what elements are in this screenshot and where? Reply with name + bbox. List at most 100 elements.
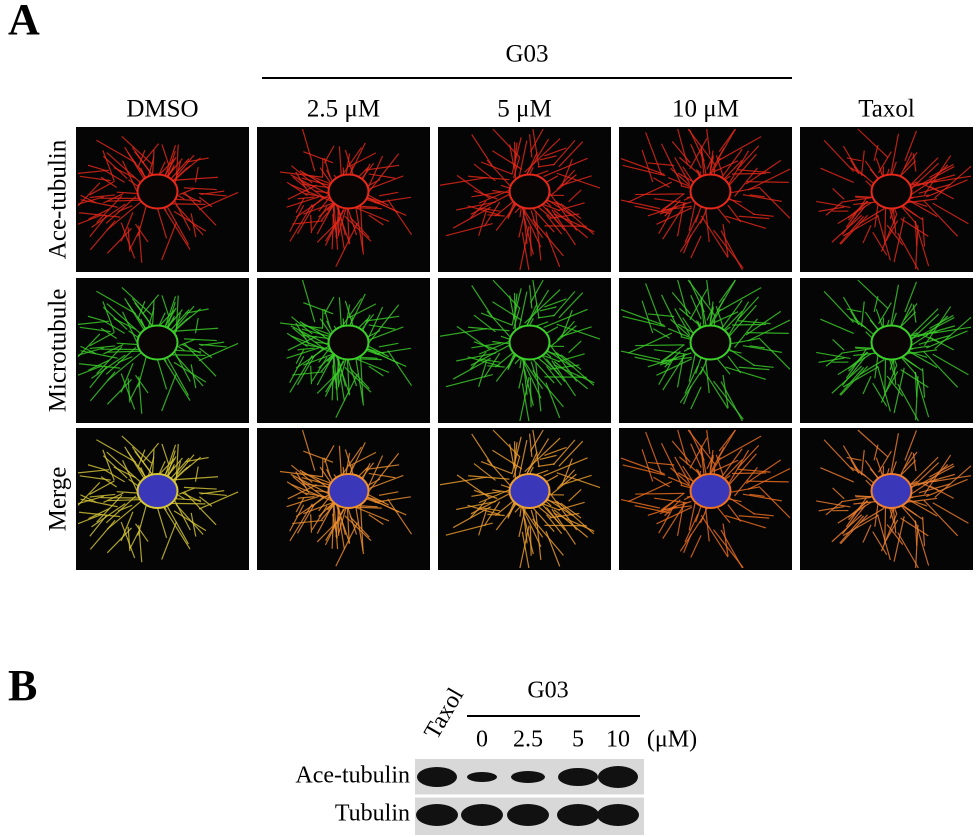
- fiber: [662, 203, 686, 240]
- fiber: [325, 360, 345, 393]
- fiber: [378, 191, 399, 197]
- fiber: [658, 357, 675, 385]
- fiber: [359, 202, 364, 252]
- fiber: [129, 231, 140, 250]
- fiber: [100, 327, 117, 339]
- fiber: [519, 501, 542, 547]
- fiber: [737, 145, 760, 170]
- fiber: [746, 480, 789, 483]
- fiber: [286, 347, 320, 359]
- nucleus: [136, 473, 179, 509]
- fiber: [880, 364, 898, 403]
- fiber: [297, 496, 315, 499]
- fiber: [135, 523, 149, 542]
- fiber: [478, 339, 512, 355]
- fiber: [910, 308, 939, 336]
- fiber: [303, 151, 334, 164]
- fiber: [846, 456, 862, 461]
- fiber: [179, 187, 195, 196]
- nucleus: [327, 173, 370, 210]
- fiber: [194, 466, 199, 482]
- fiber: [316, 369, 342, 394]
- fiber: [713, 160, 739, 173]
- fiber: [737, 444, 760, 469]
- fiber: [366, 306, 384, 342]
- fiber: [552, 139, 576, 166]
- fiber: [368, 173, 396, 179]
- fiber: [519, 353, 542, 399]
- fiber: [336, 356, 351, 396]
- fiber: [878, 151, 892, 174]
- fiber: [734, 167, 758, 197]
- fiber: [859, 208, 885, 225]
- nucleus: [870, 473, 913, 509]
- fiber: [310, 365, 313, 385]
- fiber: [296, 204, 316, 235]
- fiber: [158, 460, 166, 476]
- fiber: [530, 210, 537, 227]
- fiber: [80, 194, 97, 204]
- fiber: [359, 353, 364, 403]
- fiber: [641, 149, 654, 183]
- fiber: [467, 205, 501, 216]
- fiber: [513, 442, 518, 469]
- fiber: [677, 279, 689, 317]
- fiber: [120, 222, 136, 259]
- fiber: [862, 224, 872, 244]
- fiber: [168, 327, 219, 333]
- fiber: [690, 443, 702, 468]
- fiber: [124, 446, 148, 484]
- fiber: [106, 228, 132, 254]
- fiber: [102, 155, 128, 179]
- fiber: [556, 169, 576, 190]
- fiber: [677, 429, 689, 465]
- fiber: [122, 460, 138, 493]
- fiber: [366, 194, 389, 207]
- fiber: [560, 474, 592, 486]
- fiber: [89, 514, 108, 537]
- fiber: [298, 178, 325, 199]
- fiber: [909, 473, 956, 488]
- fiber: [635, 193, 685, 196]
- fiber: [873, 444, 879, 461]
- fiber: [311, 357, 328, 382]
- fiber: [759, 338, 791, 370]
- fiber: [897, 532, 919, 569]
- row-label: Merge: [45, 467, 72, 532]
- fiber: [124, 297, 148, 335]
- fiber: [198, 192, 227, 197]
- fiber: [291, 335, 332, 353]
- fiber: [918, 483, 951, 494]
- fiber: [837, 202, 872, 225]
- fiber: [323, 158, 331, 178]
- fiber: [471, 433, 493, 466]
- fiber: [79, 363, 121, 369]
- fiber: [520, 356, 544, 390]
- fiber: [311, 505, 328, 531]
- fiber: [286, 481, 308, 496]
- fiber: [620, 457, 665, 475]
- fiber: [89, 215, 108, 238]
- fiber: [720, 529, 743, 569]
- fiber: [742, 345, 782, 353]
- fiber: [323, 309, 331, 329]
- fiber: [903, 152, 918, 170]
- fiber: [480, 161, 513, 175]
- fiber: [647, 461, 675, 466]
- fiber: [168, 176, 219, 182]
- fiber: [627, 332, 673, 354]
- fiber: [517, 140, 528, 182]
- fiber: [523, 518, 534, 555]
- fiber: [688, 280, 705, 313]
- dose-label: 2.5: [513, 727, 543, 753]
- fiber: [473, 489, 498, 500]
- fiber: [746, 332, 789, 334]
- fiber: [80, 345, 97, 355]
- fiber: [185, 456, 202, 470]
- fiber: [556, 469, 576, 490]
- fiber: [289, 504, 305, 532]
- fiber: [96, 439, 137, 463]
- nucleus: [136, 324, 179, 361]
- fiber: [478, 510, 487, 536]
- fiber: [839, 515, 865, 544]
